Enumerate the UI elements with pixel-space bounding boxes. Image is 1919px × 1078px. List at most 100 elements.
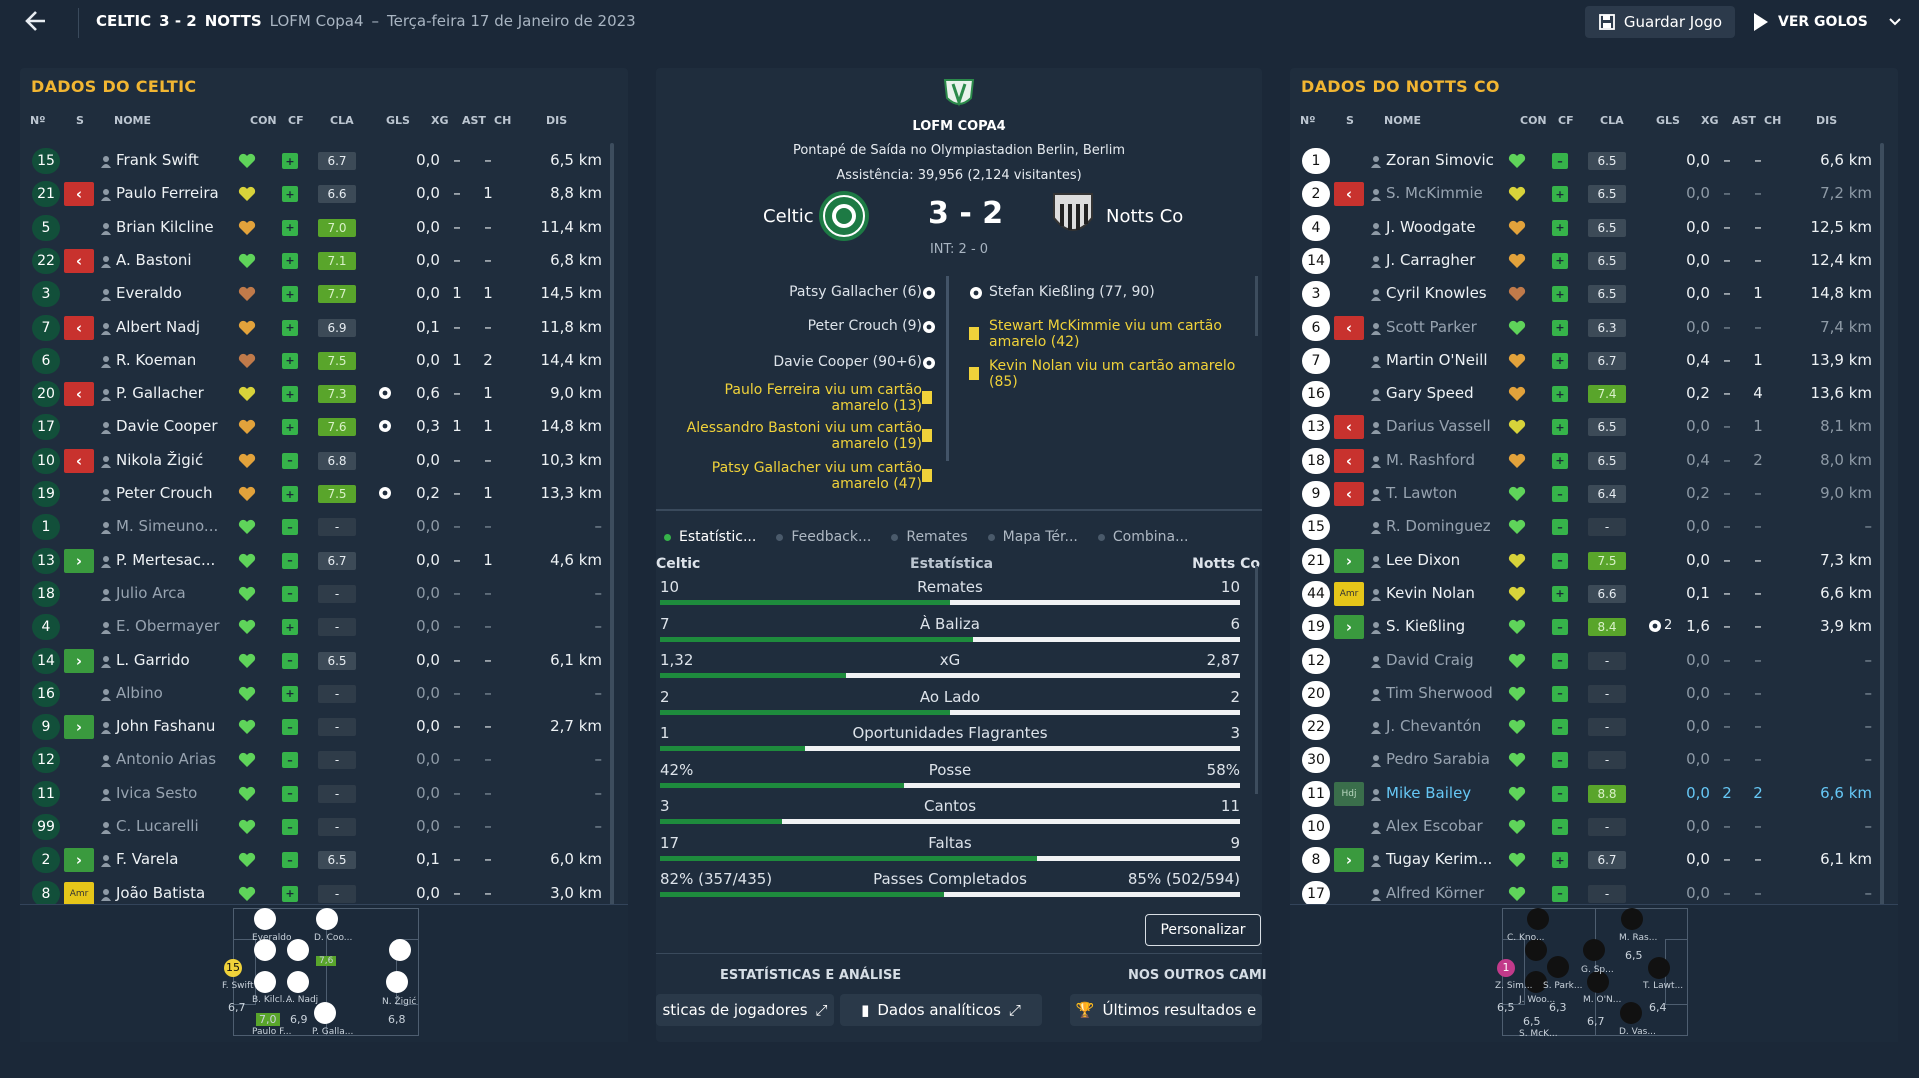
stats-tab[interactable]: Feedback... xyxy=(776,529,871,545)
player-name[interactable]: David Craig xyxy=(1386,650,1474,669)
player-name[interactable]: Albino xyxy=(116,683,163,702)
column-header-cla[interactable]: CLA xyxy=(330,114,354,127)
column-header-nome[interactable]: NOME xyxy=(1384,114,1422,127)
player-dot[interactable] xyxy=(254,971,276,993)
player-name[interactable]: Tim Sherwood xyxy=(1386,683,1493,702)
player-dot[interactable] xyxy=(386,971,408,993)
column-header-ch[interactable]: CH xyxy=(494,114,512,127)
player-name[interactable]: P. Mertesac... xyxy=(116,550,216,569)
column-header-dis[interactable]: DIS xyxy=(1816,114,1838,127)
column-header-xg[interactable]: XG xyxy=(431,114,449,127)
column-header-con[interactable]: CON xyxy=(1520,114,1547,127)
player-row[interactable]: 17 Alfred Körner – -0,0– – – xyxy=(1298,878,1873,911)
player-name[interactable]: Pedro Sarabia xyxy=(1386,750,1490,769)
player-row[interactable]: 19 Peter Crouch +7.5 0,2– 1 13,3 km xyxy=(28,478,603,511)
player-dot[interactable] xyxy=(314,1002,336,1024)
player-row[interactable]: 2 ‹ S. McKimmie +6.5 0,0– –7,2 km xyxy=(1298,178,1873,211)
column-header-gls[interactable]: GLS xyxy=(386,114,410,127)
player-stats-button[interactable]: sticas de jogadores ⤢ xyxy=(656,994,834,1026)
player-name[interactable]: R. Koeman xyxy=(116,350,197,369)
celtic-crest-icon[interactable] xyxy=(818,190,870,242)
player-row[interactable]: 17 Davie Cooper +7.6 0,3 1 1 14,8 km xyxy=(28,411,603,444)
player-row[interactable]: 14 › L. Garrido –6.5 0,0– –6,1 km xyxy=(28,645,603,678)
player-row[interactable]: 44 Amr Kevin Nolan +6.6 0,1– –6,6 km xyxy=(1298,578,1873,611)
column-header-s[interactable]: S xyxy=(1346,114,1354,127)
column-header-ast[interactable]: AST xyxy=(462,114,486,127)
player-name[interactable]: S. McKimmie xyxy=(1386,184,1483,203)
player-row[interactable]: 7 Martin O'Neill +6.7 0,4– 1 13,9 km xyxy=(1298,345,1873,378)
player-row[interactable]: 21 › Lee Dixon –7.5 0,0– –7,3 km xyxy=(1298,545,1873,578)
away-mini-pitch[interactable]: C. Kno... M. Ras... 6,5 Z. Sim... 6,5 J.… xyxy=(1495,908,1688,1039)
player-name[interactable]: C. Lucarelli xyxy=(116,817,199,835)
column-header-ch[interactable]: CH xyxy=(1764,114,1782,127)
player-name[interactable]: Tugay Kerim... xyxy=(1386,850,1493,869)
player-dot[interactable] xyxy=(1525,971,1547,993)
player-name[interactable]: M. Rashford xyxy=(1386,450,1475,469)
player-row[interactable]: 12 David Craig – -0,0– – – xyxy=(1298,645,1873,678)
back-arrow-icon[interactable] xyxy=(22,8,56,38)
player-row[interactable]: 4 J. Woodgate +6.5 0,0– –12,5 km xyxy=(1298,212,1873,245)
player-name[interactable]: Everaldo xyxy=(116,284,182,303)
player-name[interactable]: Paulo Ferreira xyxy=(116,184,219,203)
player-row[interactable]: 18 ‹ M. Rashford +6.5 0,4– 2 8,0 km xyxy=(1298,445,1873,478)
player-row[interactable]: 9 ‹ T. Lawton –6.4 0,2– –9,0 km xyxy=(1298,478,1873,511)
player-name[interactable]: John Fashanu xyxy=(116,717,216,736)
customize-button[interactable]: Personalizar xyxy=(1145,914,1261,946)
player-row[interactable]: 6 R. Koeman +7.5 0,0 1 2 14,4 km xyxy=(28,345,603,378)
player-row[interactable]: 12 Antonio Arias – -0,0– – – xyxy=(28,744,603,777)
column-header-n[interactable]: Nº xyxy=(1300,114,1316,127)
column-header-s[interactable]: S xyxy=(76,114,84,127)
player-row[interactable]: 9 › John Fashanu – -0,0– –2,7 km xyxy=(28,711,603,744)
player-row[interactable]: 15 Frank Swift +6.7 0,0– –6,5 km xyxy=(28,145,603,178)
player-row[interactable]: 11 Hdj Mike Bailey – 8.8 0,0 2 2 6,6 km xyxy=(1298,778,1873,811)
analytics-button[interactable]: ▮ Dados analíticos ⤢ xyxy=(840,994,1042,1026)
player-name[interactable]: M. Simeuno... xyxy=(116,517,219,536)
player-row[interactable]: 99 C. Lucarelli – -0,0– – – xyxy=(28,811,603,844)
player-name[interactable]: Alex Escobar xyxy=(1386,817,1483,835)
player-row[interactable]: 20 Tim Sherwood – -0,0– – – xyxy=(1298,678,1873,711)
player-name[interactable]: Julio Arca xyxy=(116,583,186,602)
player-name[interactable]: Martin O'Neill xyxy=(1386,350,1488,369)
chevron-down-icon[interactable] xyxy=(1888,17,1902,27)
player-row[interactable]: 22 J. Chevantón – -0,0– – – xyxy=(1298,711,1873,744)
home-team-label[interactable]: Celtic xyxy=(763,206,814,227)
player-name[interactable]: Peter Crouch xyxy=(116,484,213,502)
column-header-cla[interactable]: CLA xyxy=(1600,114,1624,127)
player-row[interactable]: 20 ‹ P. Gallacher +7.3 0,6– 1 9,0 km xyxy=(28,378,603,411)
player-name[interactable]: Gary Speed xyxy=(1386,384,1474,403)
column-header-gls[interactable]: GLS xyxy=(1656,114,1680,127)
player-row[interactable]: 18 Julio Arca – -0,0– – – xyxy=(28,578,603,611)
player-name[interactable]: Davie Cooper xyxy=(116,417,218,436)
player-row[interactable]: 1 Zoran Simovic –6.5 0,0– –6,6 km xyxy=(1298,145,1873,178)
player-dot[interactable] xyxy=(254,939,276,961)
player-name[interactable]: J. Carragher xyxy=(1386,250,1476,269)
player-name[interactable]: A. Bastoni xyxy=(116,250,192,269)
player-name[interactable]: Lee Dixon xyxy=(1386,550,1461,569)
player-row[interactable]: 15 R. Dominguez – -0,0– – – xyxy=(1298,511,1873,544)
player-dot[interactable] xyxy=(1527,908,1549,930)
player-name[interactable]: T. Lawton xyxy=(1386,484,1458,502)
player-name[interactable]: F. Varela xyxy=(116,850,179,869)
player-name[interactable]: Nikola Žigić xyxy=(116,450,204,469)
player-row[interactable]: 19 › S. Kießling –8.4 2 1,6– –3,9 km xyxy=(1298,611,1873,644)
player-dot[interactable] xyxy=(1583,939,1605,961)
player-name[interactable]: J. Chevantón xyxy=(1386,717,1482,736)
stats-scrollbar[interactable] xyxy=(1255,566,1258,794)
away-list-scrollbar[interactable] xyxy=(1880,143,1884,941)
player-dot[interactable] xyxy=(1525,939,1547,961)
player-row[interactable]: 8 › Tugay Kerim... +6.7 0,0– –6,1 km xyxy=(1298,844,1873,877)
player-row[interactable]: 1 M. Simeuno... – -0,0– – – xyxy=(28,511,603,544)
column-header-n[interactable]: Nº xyxy=(30,114,46,127)
player-name[interactable]: J. Woodgate xyxy=(1386,217,1476,236)
player-name[interactable]: S. Kießling xyxy=(1386,617,1466,636)
player-name[interactable]: Albert Nadj xyxy=(116,317,201,336)
player-row[interactable]: 5 Brian Kilcline +7.0 0,0– –11,4 km xyxy=(28,212,603,245)
player-row[interactable]: 10 Alex Escobar – -0,0– – – xyxy=(1298,811,1873,844)
column-header-dis[interactable]: DIS xyxy=(546,114,568,127)
player-name[interactable]: Kevin Nolan xyxy=(1386,583,1475,602)
player-row[interactable]: 16 Gary Speed +7.4 0,2– 4 13,6 km xyxy=(1298,378,1873,411)
stats-tab[interactable]: Combina... xyxy=(1097,529,1188,545)
player-row[interactable]: 30 Pedro Sarabia – -0,0– – – xyxy=(1298,744,1873,777)
away-team-label[interactable]: Notts Co xyxy=(1106,206,1184,227)
events-scrollbar[interactable] xyxy=(1255,276,1258,336)
